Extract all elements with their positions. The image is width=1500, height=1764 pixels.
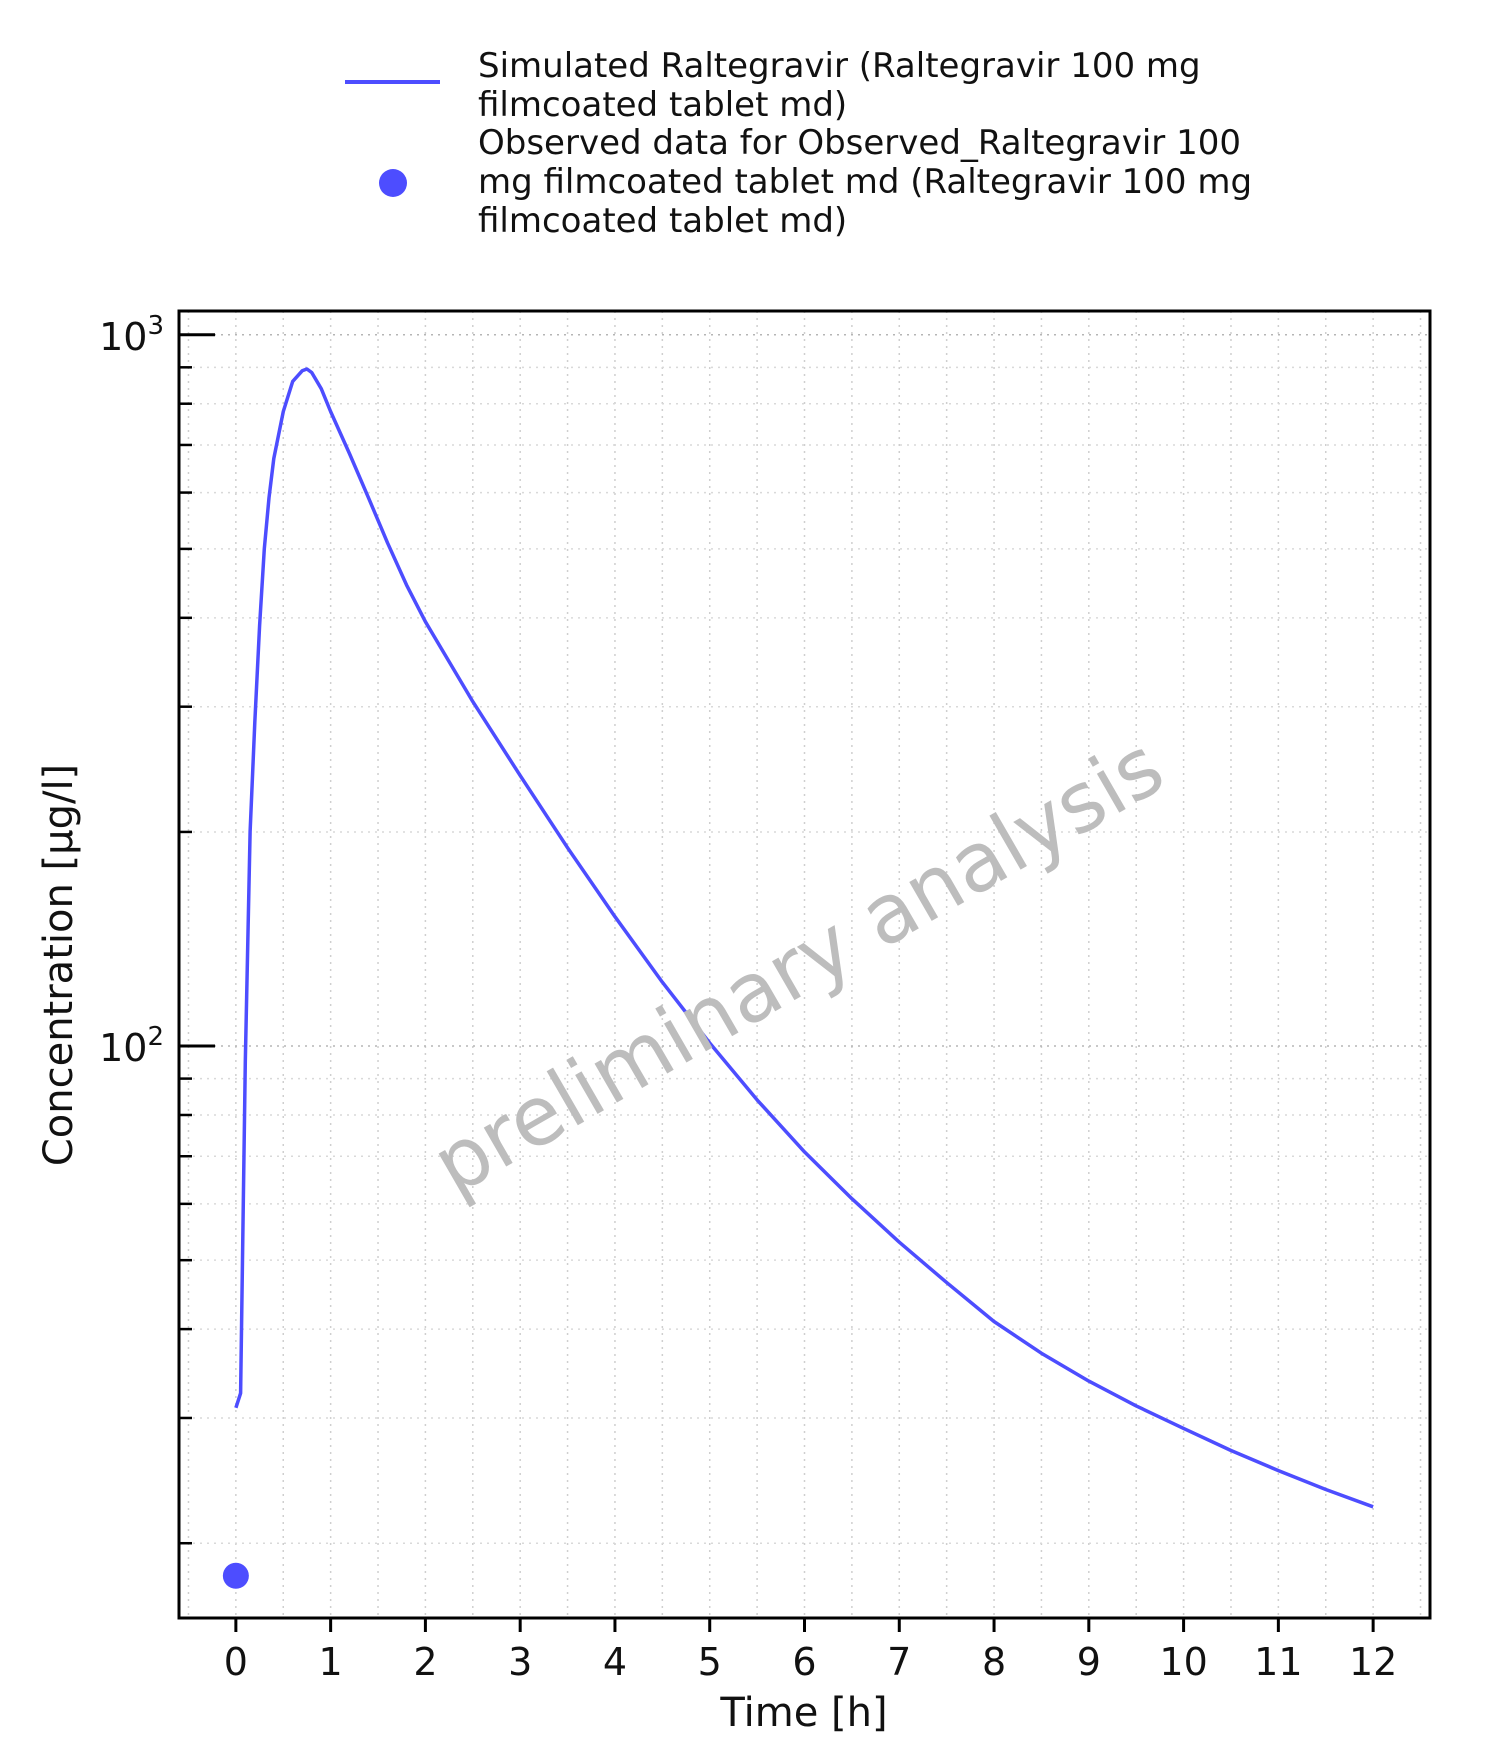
x-tick-label: 6 (792, 1640, 816, 1684)
legend-observed-marker-swatch (379, 169, 407, 197)
x-tick-label: 12 (1349, 1640, 1397, 1684)
legend-simulated-label-line-2: filmcoated tablet md) (478, 85, 847, 125)
legend-observed-label-line-2: mg filmcoated tablet md (Raltegravir 100… (478, 162, 1252, 202)
legend: Simulated Raltegravir (Raltegravir 100 m… (345, 46, 1252, 241)
legend-simulated-label-line-1: Simulated Raltegravir (Raltegravir 100 m… (478, 46, 1201, 86)
simulated-series-line (234, 367, 1374, 1509)
x-tick-label: 1 (319, 1640, 343, 1684)
x-tick-label: 8 (982, 1640, 1006, 1684)
x-tick-label: 11 (1254, 1640, 1302, 1684)
x-tick-label: 5 (698, 1640, 722, 1684)
x-axis-title: Time [h] (719, 1690, 887, 1736)
legend-observed-label-line-3: filmcoated tablet md) (478, 201, 847, 241)
x-tick-label: 2 (413, 1640, 437, 1684)
y-tick-label: 102 (99, 1022, 164, 1070)
legend-observed-label-line-1: Observed data for Observed_Raltegravir 1… (478, 123, 1241, 163)
x-tick-label: 0 (224, 1640, 248, 1684)
x-tick-label: 7 (887, 1640, 911, 1684)
y-axis-title: Concentration [µg/l] (36, 764, 82, 1166)
x-tick-label: 10 (1159, 1640, 1207, 1684)
y-tick-label: 103 (99, 311, 164, 359)
x-tick-label: 3 (508, 1640, 532, 1684)
observed-data-point (222, 1562, 249, 1589)
x-tick-label: 4 (603, 1640, 627, 1684)
data-layer (222, 367, 1374, 1589)
grid (179, 311, 1430, 1618)
x-tick-label: 9 (1077, 1640, 1101, 1684)
